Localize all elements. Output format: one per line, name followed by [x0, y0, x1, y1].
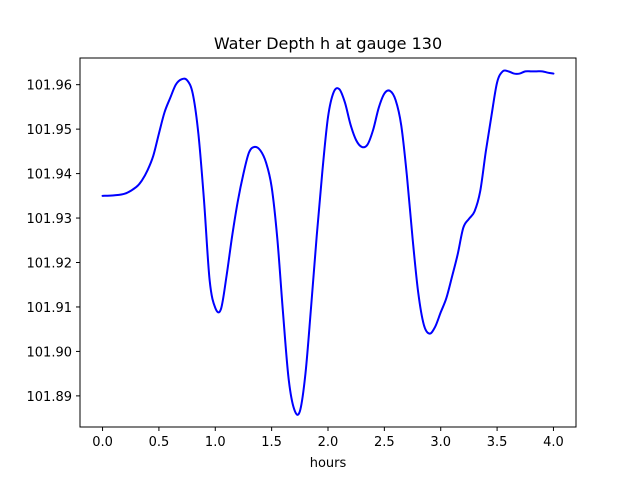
x-tick-label: 0.0 — [92, 435, 113, 450]
plot-frame — [79, 57, 577, 428]
y-tick-label: 101.92 — [27, 257, 73, 272]
x-tick-label: 0.5 — [149, 435, 170, 450]
y-tick-label: 101.93 — [27, 212, 73, 227]
x-tick-label: 3.0 — [430, 435, 451, 450]
x-tick-label: 2.0 — [318, 435, 339, 450]
y-tick-label: 101.90 — [27, 345, 73, 360]
x-tick-label: 2.5 — [374, 435, 395, 450]
y-tick-label: 101.91 — [27, 301, 73, 316]
y-tick-label: 101.95 — [27, 123, 73, 138]
chart-title: Water Depth h at gauge 130 — [214, 34, 442, 53]
x-axis-ticks: 0.0 0.5 1.0 1.5 2.0 2.5 3.0 3.5 4.0 — [92, 427, 564, 450]
series-line — [101, 69, 555, 416]
y-tick-label: 101.96 — [27, 79, 73, 94]
x-tick-label: 4.0 — [543, 435, 564, 450]
y-tick-label: 101.89 — [27, 390, 73, 405]
x-tick-label: 1.5 — [261, 435, 282, 450]
y-axis-ticks: 101.89 101.90 101.91 101.92 101.93 101.94 101.… — [27, 79, 80, 405]
y-tick-label: 101.94 — [27, 168, 73, 183]
x-axis-label: hours — [310, 456, 347, 471]
x-tick-label: 1.0 — [205, 435, 226, 450]
x-tick-label: 3.5 — [487, 435, 508, 450]
